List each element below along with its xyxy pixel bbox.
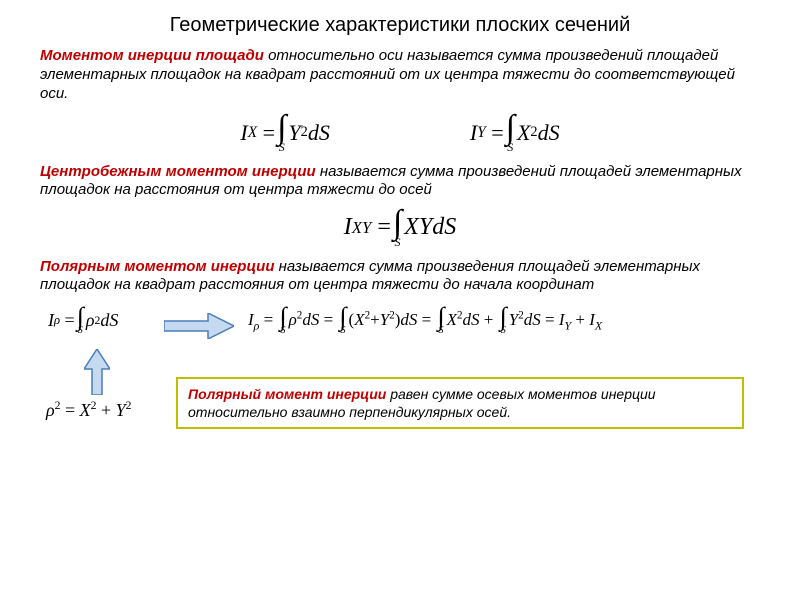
- formula-irho-short: Iρ = ∫S ρ2dS: [48, 305, 118, 335]
- arrow-up-icon: [84, 349, 110, 395]
- centrifugal-def: Центробежным моментом инерции называется…: [0, 161, 800, 205]
- bottom-area: Iρ = ∫S ρ2dS Iρ = ∫Sρ2dS = ∫S(X2+Y2)dS =…: [0, 303, 800, 443]
- result-box: Полярный момент инерции равен сумме осев…: [176, 377, 744, 429]
- term-polar-result: Полярный момент инерции: [188, 386, 386, 402]
- term-centrifugal: Центробежным моментом инерции: [40, 163, 316, 180]
- moment-inertia-def: Моментом инерции площади относительно ос…: [0, 45, 800, 107]
- polar-def: Полярным моментом инерции называется сум…: [0, 256, 800, 300]
- formula-row-1: IX = ∫S Y2dS IY = ∫S X2dS: [0, 113, 800, 152]
- term-moment-inertia: Моментом инерции площади: [40, 47, 264, 64]
- formula-iy: IY = ∫S X2dS: [470, 113, 560, 152]
- formula-ix: IX = ∫S Y2dS: [240, 113, 329, 152]
- page-title: Геометрические характеристики плоских се…: [0, 0, 800, 45]
- formula-irho-long: Iρ = ∫Sρ2dS = ∫S(X2+Y2)dS = ∫SX2dS + ∫SY…: [248, 305, 602, 335]
- arrow-right-icon: [164, 313, 234, 339]
- term-polar: Полярным моментом инерции: [40, 258, 274, 275]
- formula-ixy: IXY = ∫S XYdS: [0, 208, 800, 247]
- formula-rho2: ρ2 = X2 + Y2: [46, 399, 132, 421]
